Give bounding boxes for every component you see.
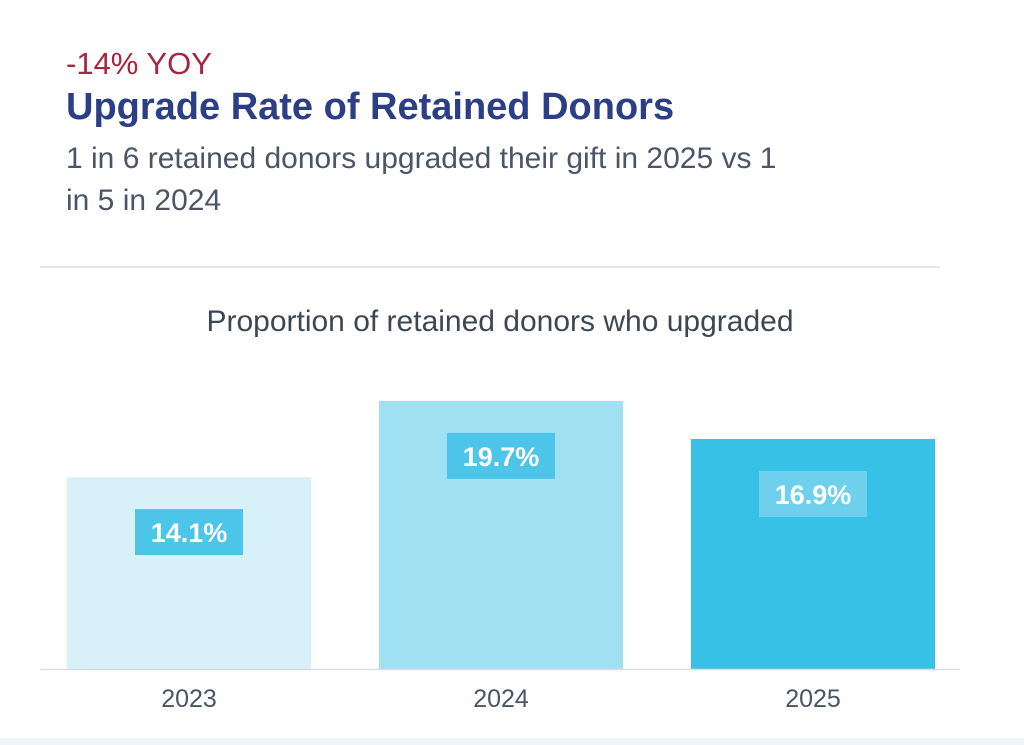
section-divider <box>40 266 940 268</box>
data-label-box <box>135 509 243 556</box>
footer-band <box>0 738 1024 745</box>
data-label: 14.1% <box>151 518 228 548</box>
x-tick-label: 2023 <box>161 685 217 713</box>
x-tick-label: 2025 <box>785 685 841 713</box>
data-label: 19.7% <box>463 442 540 472</box>
data-label-box <box>447 432 555 479</box>
bar-2023 <box>67 477 311 669</box>
yoy-change-label: -14% YOY <box>66 46 212 81</box>
page-subtitle: 1 in 6 retained donors upgraded their gi… <box>66 142 777 217</box>
data-label: 16.9% <box>775 480 852 510</box>
page-title: Upgrade Rate of Retained Donors <box>66 86 675 128</box>
data-label-box <box>759 470 867 517</box>
x-tick-label: 2024 <box>473 685 529 713</box>
chart-title: Proportion of retained donors who upgrad… <box>206 305 794 338</box>
